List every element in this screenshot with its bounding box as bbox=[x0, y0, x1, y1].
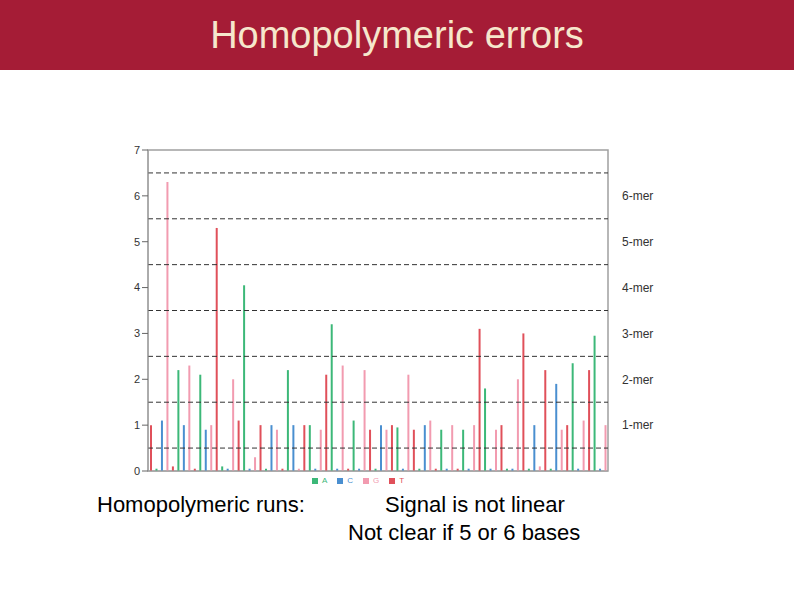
html-text:Homopolymeric errors: Homopolymeric errors bbox=[210, 14, 584, 56]
svg-text:6: 6 bbox=[134, 190, 140, 202]
svg-text:7: 7 bbox=[134, 144, 140, 156]
svg-text:3-mer: 3-mer bbox=[622, 327, 653, 341]
svg-text:0: 0 bbox=[134, 465, 140, 477]
html-text:T: T bbox=[399, 476, 405, 485]
svg-text:4: 4 bbox=[134, 281, 140, 293]
html-text:G: G bbox=[373, 476, 380, 485]
svg-text:2: 2 bbox=[134, 373, 140, 385]
html-text:Not clear if 5 or 6 bases: Not clear if 5 or 6 bases bbox=[348, 520, 581, 545]
html-text:Homopolymeric runs:: Homopolymeric runs: bbox=[97, 492, 305, 517]
html-text:Signal is not linear: Signal is not linear bbox=[385, 492, 565, 517]
svg-text:6-mer: 6-mer bbox=[622, 189, 653, 203]
svg-text:1: 1 bbox=[134, 419, 140, 431]
svg-text:2-mer: 2-mer bbox=[622, 373, 653, 387]
svg-text:4-mer: 4-mer bbox=[622, 281, 653, 295]
html-text:A: A bbox=[321, 476, 328, 485]
html-text:C: C bbox=[347, 476, 353, 485]
svg-text:5-mer: 5-mer bbox=[622, 235, 653, 249]
svg-text:5: 5 bbox=[134, 236, 140, 248]
svg-text:3: 3 bbox=[134, 327, 140, 339]
svg-text:1-mer: 1-mer bbox=[622, 418, 653, 432]
